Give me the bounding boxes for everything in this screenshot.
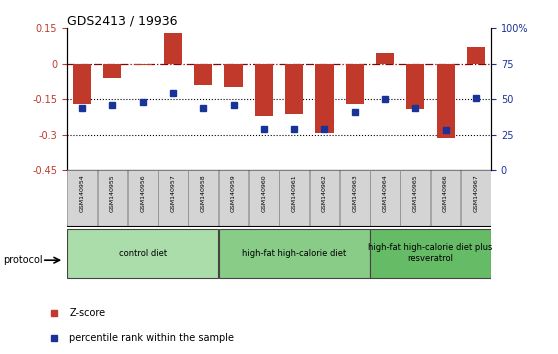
- Bar: [219, 171, 248, 226]
- Bar: [103, 64, 122, 78]
- Bar: [249, 171, 278, 226]
- Bar: [158, 171, 188, 226]
- Text: GSM140957: GSM140957: [171, 175, 175, 212]
- Bar: [68, 171, 97, 226]
- Bar: [340, 171, 369, 226]
- Text: GSM140965: GSM140965: [413, 175, 418, 212]
- Bar: [406, 64, 425, 109]
- Text: GSM140960: GSM140960: [261, 175, 266, 212]
- Bar: [431, 171, 460, 226]
- Text: percentile rank within the sample: percentile rank within the sample: [69, 333, 234, 343]
- Text: GSM140955: GSM140955: [110, 175, 115, 212]
- Text: protocol: protocol: [3, 255, 42, 265]
- Text: GSM140962: GSM140962: [322, 175, 327, 212]
- Text: GSM140966: GSM140966: [443, 175, 448, 212]
- Text: GSM140958: GSM140958: [201, 175, 206, 212]
- Text: GSM140967: GSM140967: [473, 175, 478, 212]
- Text: Z-score: Z-score: [69, 308, 105, 318]
- Bar: [376, 53, 394, 64]
- Text: high-fat high-calorie diet: high-fat high-calorie diet: [242, 249, 347, 258]
- Bar: [315, 64, 334, 133]
- Bar: [370, 171, 400, 226]
- Bar: [467, 47, 485, 64]
- Bar: [128, 171, 157, 226]
- Bar: [255, 64, 273, 116]
- Text: GDS2413 / 19936: GDS2413 / 19936: [67, 14, 177, 27]
- Text: GSM140954: GSM140954: [80, 175, 85, 212]
- Bar: [164, 33, 182, 64]
- Bar: [285, 64, 303, 114]
- Bar: [219, 229, 369, 278]
- Bar: [461, 171, 490, 226]
- Text: GSM140963: GSM140963: [352, 175, 357, 212]
- Bar: [194, 64, 213, 85]
- Bar: [98, 171, 127, 226]
- Bar: [133, 64, 152, 65]
- Bar: [436, 64, 455, 138]
- Bar: [401, 171, 430, 226]
- Bar: [224, 64, 243, 87]
- Bar: [370, 229, 490, 278]
- Text: GSM140956: GSM140956: [140, 175, 145, 212]
- Text: control diet: control diet: [119, 249, 167, 258]
- Bar: [73, 64, 91, 104]
- Bar: [68, 229, 218, 278]
- Text: GSM140964: GSM140964: [383, 175, 387, 212]
- Bar: [189, 171, 218, 226]
- Bar: [310, 171, 339, 226]
- Text: GSM140959: GSM140959: [231, 175, 236, 212]
- Text: GSM140961: GSM140961: [292, 175, 297, 212]
- Text: high-fat high-calorie diet plus
resveratrol: high-fat high-calorie diet plus resverat…: [368, 244, 493, 263]
- Bar: [280, 171, 309, 226]
- Bar: [345, 64, 364, 104]
